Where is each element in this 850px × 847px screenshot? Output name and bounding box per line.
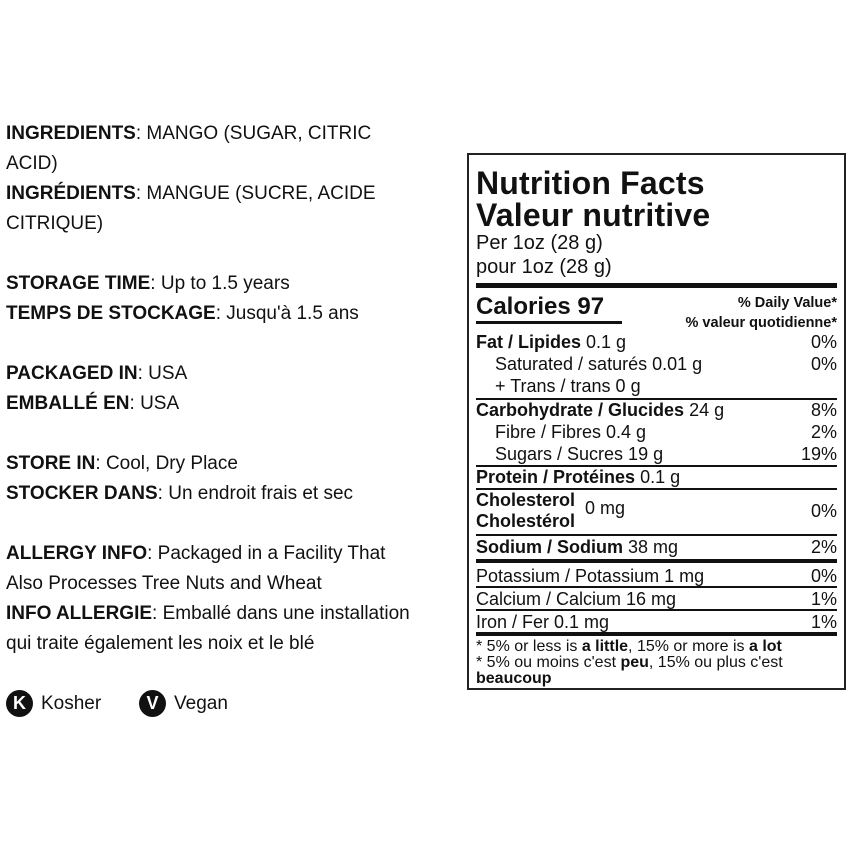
ingredients-fr-cont: CITRIQUE) xyxy=(6,213,104,234)
allergy-info-en-cont: Also Processes Tree Nuts and Wheat xyxy=(6,573,322,594)
allergy-info-fr: INFO ALLERGIE: Emballé dans une installa… xyxy=(6,603,410,624)
vegan-badge: V Vegan xyxy=(139,690,228,717)
footnote-fr: * 5% ou moins c'est peu, 15% ou plus c'e… xyxy=(476,654,783,671)
divider xyxy=(476,586,837,588)
calories: Calories 97 xyxy=(476,293,605,320)
serving-en: Per 1oz (28 g) xyxy=(476,232,603,254)
divider xyxy=(476,465,837,467)
title-en: Nutrition Facts xyxy=(476,165,705,201)
row-fat: Fat / Lipides 0.1 g 0% xyxy=(476,332,837,352)
footnote-en: * 5% or less is a little, 15% or more is… xyxy=(476,638,782,655)
packaged-in-en: PACKAGED IN: USA xyxy=(6,363,188,384)
nutrition-facts-table: Nutrition Facts Valeur nutritive Per 1oz… xyxy=(467,153,846,690)
kosher-label: Kosher xyxy=(41,692,102,714)
store-in-en: STORE IN: Cool, Dry Place xyxy=(6,453,238,474)
packaged-in-fr: EMBALLÉ EN: USA xyxy=(6,393,180,414)
dv-fr: % valeur quotidienne* xyxy=(685,315,837,331)
row-sugars: Sugars / Sucres 19 g 19% xyxy=(495,444,837,464)
row-carbohydrate: Carbohydrate / Glucides 24 g 8% xyxy=(476,400,837,420)
row-cholesterol: Cholesterol Cholestérol 0 mg 0% xyxy=(476,490,837,531)
row-calcium: Calcium / Calcium 16 mg 1% xyxy=(476,589,837,609)
title-fr: Valeur nutritive xyxy=(476,197,711,233)
ingredients-en: INGREDIENTS: MANGO (SUGAR, CITRIC xyxy=(6,123,372,144)
row-sodium: Sodium / Sodium 38 mg 2% xyxy=(476,537,837,557)
serving-fr: pour 1oz (28 g) xyxy=(476,256,612,278)
footnote-fr-cont: beaucoup xyxy=(476,670,552,687)
row-fibre: Fibre / Fibres 0.4 g 2% xyxy=(495,422,837,442)
kosher-icon: K xyxy=(6,690,33,717)
dv-en: % Daily Value* xyxy=(737,295,837,311)
kosher-badge: K Kosher xyxy=(6,690,101,717)
daily-value-header: % Daily Value* % valeur quotidienne* xyxy=(476,293,837,333)
ingredients-en-cont: ACID) xyxy=(6,153,58,174)
store-in-fr: STOCKER DANS: Un endroit frais et sec xyxy=(6,483,354,504)
storage-time-fr: TEMPS DE STOCKAGE: Jusqu'à 1.5 ans xyxy=(6,303,359,324)
allergy-info-en: ALLERGY INFO: Packaged in a Facility Tha… xyxy=(6,543,386,564)
row-potassium: Potassium / Potassium 1 mg 0% xyxy=(476,566,837,586)
divider xyxy=(476,609,837,611)
row-saturated: Saturated / saturés 0.01 g 0% xyxy=(495,354,837,374)
thick-divider xyxy=(476,283,837,288)
divider xyxy=(476,398,837,400)
thick-divider xyxy=(476,559,837,563)
calories-underline xyxy=(476,321,622,324)
vegan-label: Vegan xyxy=(174,692,228,714)
vegan-icon: V xyxy=(139,690,166,717)
row-protein: Protein / Protéines 0.1 g xyxy=(476,467,681,487)
ingredients-fr: INGRÉDIENTS: MANGUE (SUCRE, ACIDE xyxy=(6,183,376,204)
row-iron: Iron / Fer 0.1 mg 1% xyxy=(476,612,837,632)
row-trans: + Trans / trans 0 g xyxy=(495,376,641,396)
thick-divider xyxy=(476,632,837,636)
divider xyxy=(476,488,837,490)
storage-time-en: STORAGE TIME: Up to 1.5 years xyxy=(6,273,290,294)
allergy-info-fr-cont: qui traite également les noix et le blé xyxy=(6,633,315,654)
divider xyxy=(476,534,837,536)
